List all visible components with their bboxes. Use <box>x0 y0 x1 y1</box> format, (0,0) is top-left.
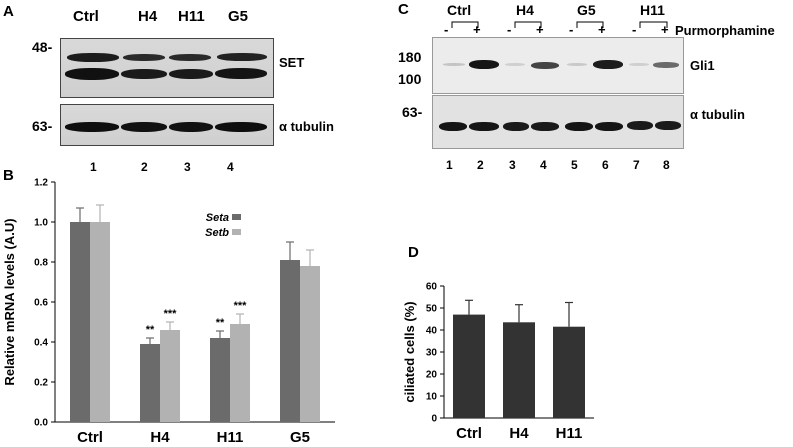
panel-c-lane-label: G5 <box>577 2 596 18</box>
panel-a-lane-number: 3 <box>184 160 191 174</box>
panel-a-lane-label: Ctrl <box>73 8 99 25</box>
panel-c-lane-number: 5 <box>571 158 578 172</box>
x-category-label: H11 <box>217 429 244 446</box>
x-category-label: G5 <box>290 429 310 446</box>
y-tick-label: 0 <box>431 414 437 425</box>
panel-c-lane-number: 3 <box>509 158 516 172</box>
y-tick-label: 60 <box>426 282 438 293</box>
panel-a-lane-number: 1 <box>90 160 97 174</box>
bar <box>503 322 535 418</box>
panel-a-marker-top: 48- <box>32 39 53 55</box>
significance-mark: ** <box>146 324 155 336</box>
y-axis-label: ciliated cells (%) <box>402 301 417 402</box>
bar <box>280 260 300 422</box>
legend-label: Seta <box>206 212 229 224</box>
panel-d-letter: D <box>408 244 419 261</box>
significance-mark: *** <box>164 308 178 320</box>
bar <box>160 330 180 422</box>
sign-label: + <box>536 22 544 37</box>
bar <box>90 222 110 422</box>
bar <box>70 222 90 422</box>
panel-c-lane-label: H11 <box>640 2 665 18</box>
sign-label: + <box>473 22 481 37</box>
sign-label: + <box>661 22 669 37</box>
gli1-blot <box>432 37 684 94</box>
bar <box>210 338 230 422</box>
legend-label: Setb <box>205 227 229 239</box>
panel-a-lane-label: G5 <box>228 8 249 25</box>
y-tick-label: 0.0 <box>34 418 48 429</box>
panel-c-lane-number: 8 <box>663 158 670 172</box>
treatment-brackets <box>451 21 668 28</box>
panel-a-lane-number: 2 <box>141 160 148 174</box>
panel-c-lane-number: 4 <box>540 158 547 172</box>
panel-b-letter: B <box>3 167 14 184</box>
y-tick-label: 0.4 <box>34 338 48 349</box>
panel-c-lane-number: 7 <box>633 158 640 172</box>
marker-100: 100 <box>398 71 422 87</box>
sign-label: - <box>632 22 637 37</box>
set-blot <box>60 38 274 98</box>
x-category-label: Ctrl <box>77 429 103 446</box>
y-tick-label: 0.2 <box>34 378 48 389</box>
x-category-label: H11 <box>556 425 583 442</box>
bar <box>140 344 160 422</box>
panel-c-lane-label: Ctrl <box>447 2 472 18</box>
y-tick-label: 20 <box>426 370 438 381</box>
significance-mark: ** <box>216 317 225 329</box>
y-tick-label: 30 <box>426 348 438 359</box>
panel-a-lane-label: H4 <box>138 8 158 25</box>
marker-63: 63- <box>402 104 423 120</box>
tubulin-blot-a-label: α tubulin <box>279 119 334 134</box>
legend-swatch <box>232 229 241 235</box>
bar <box>553 326 585 418</box>
bar <box>453 314 485 418</box>
x-category-label: Ctrl <box>456 425 482 442</box>
panel-c-lane-number: 6 <box>602 158 609 172</box>
set-blot-label: SET <box>279 55 305 70</box>
y-tick-label: 40 <box>426 326 438 337</box>
y-tick-label: 10 <box>426 392 438 403</box>
tubulin-blot-a <box>60 104 274 146</box>
x-category-label: H4 <box>150 429 170 446</box>
panel-a-lane-number: 4 <box>227 160 234 174</box>
tubulin-blot-c <box>432 95 684 149</box>
y-tick-label: 0.6 <box>34 298 48 309</box>
ciliated-bar-chart: 0 10 20 30 40 50 60 ciliated cells (%) Ctrl H4 H11 <box>402 282 594 442</box>
panel-c-lane-number: 2 <box>477 158 484 172</box>
panel-c-letter: C <box>398 1 409 18</box>
panel-a-letter: A <box>3 3 14 20</box>
marker-180: 180 <box>398 49 422 65</box>
gli1-blot-label: Gli1 <box>690 58 715 73</box>
bar <box>300 266 320 422</box>
sign-label: - <box>444 22 449 37</box>
bar <box>230 324 250 422</box>
x-category-label: H4 <box>509 425 529 442</box>
panel-a-marker-bottom: 63- <box>32 118 53 134</box>
sign-label: + <box>598 22 606 37</box>
sign-label: - <box>507 22 512 37</box>
y-axis-label: Relative mRNA levels (A.U) <box>2 218 17 385</box>
panel-c-lane-number: 1 <box>446 158 453 172</box>
mrna-bar-chart: 0.0 0.2 0.4 0.6 0.8 1.0 1.2 Relative mRNA level… <box>2 178 335 446</box>
legend-swatch <box>232 214 241 220</box>
significance-mark: *** <box>234 300 248 312</box>
tubulin-blot-c-label: α tubulin <box>690 107 745 122</box>
treatment-label: Purmorphamine <box>675 23 775 38</box>
y-tick-label: 1.2 <box>34 178 48 189</box>
panel-c-lane-label: H4 <box>516 2 534 18</box>
y-tick-label: 50 <box>426 304 438 315</box>
y-tick-label: 0.8 <box>34 258 48 269</box>
y-tick-label: 1.0 <box>34 218 48 229</box>
panel-a-lane-label: H11 <box>178 8 205 25</box>
sign-label: - <box>569 22 574 37</box>
